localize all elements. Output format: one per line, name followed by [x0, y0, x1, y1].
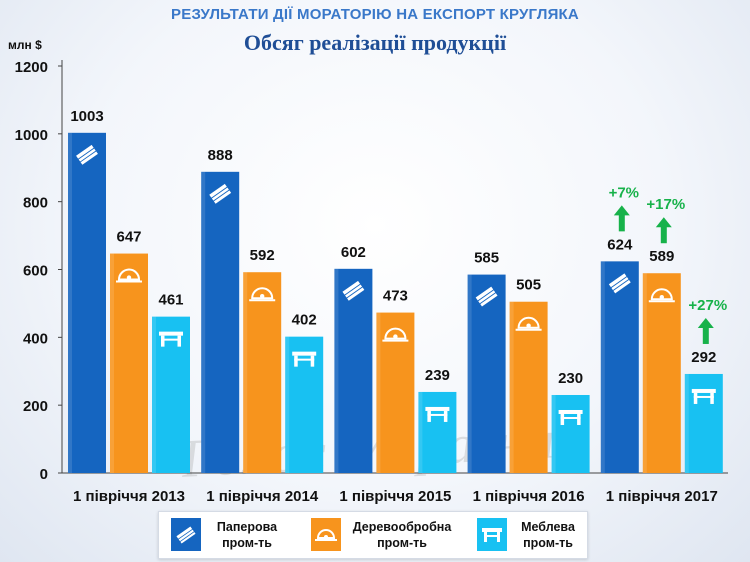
- legend-label-paper: Паперова пром-ть: [216, 520, 278, 550]
- y-tick-label: 200: [23, 398, 48, 415]
- bar-highlight: [334, 268, 339, 473]
- bar: [642, 273, 681, 473]
- table-icon: [292, 351, 317, 367]
- data-label: 230: [558, 370, 583, 387]
- table-icon: [159, 331, 183, 347]
- data-label: 585: [474, 250, 499, 267]
- bar: [467, 274, 506, 473]
- chart-legend: Паперова пром-ть Деревообробна пром-ть Меб…: [158, 511, 588, 559]
- growth-arrow-head: [655, 217, 672, 228]
- data-label: 505: [516, 277, 541, 294]
- bar-highlight: [376, 312, 381, 473]
- table-icon: [477, 518, 507, 551]
- data-label: 1003: [70, 108, 103, 125]
- bar-highlight: [509, 301, 514, 473]
- growth-arrow-shaft: [702, 325, 709, 344]
- bar-highlight: [110, 253, 114, 473]
- y-tick-label: 1000: [15, 127, 48, 144]
- growth-annotation: +27%: [688, 297, 727, 314]
- data-label: 647: [116, 229, 141, 246]
- bar-highlight: [68, 132, 72, 473]
- circular-saw-icon: [116, 268, 142, 283]
- legend-label-furniture: Меблева пром-ть: [521, 520, 575, 550]
- book-icon: [607, 272, 633, 295]
- category-label: 1 півріччя 2013: [73, 488, 185, 505]
- data-label: 239: [425, 367, 450, 384]
- bar: [243, 272, 282, 473]
- data-label: 589: [649, 248, 674, 265]
- data-label: 473: [383, 288, 408, 305]
- bar: [110, 253, 148, 473]
- bar: [68, 132, 106, 473]
- bar-highlight: [243, 272, 248, 473]
- bar: [201, 171, 240, 473]
- data-label: 592: [250, 247, 275, 264]
- data-label: 602: [341, 244, 366, 261]
- growth-annotation: +17%: [646, 196, 685, 213]
- y-axis-unit-label: млн $: [8, 38, 42, 52]
- category-label: 1 півріччя 2015: [339, 488, 451, 505]
- y-tick-label: 1200: [15, 59, 48, 76]
- bar-highlight: [418, 391, 423, 473]
- bar: [152, 316, 190, 473]
- bar-highlight: [201, 171, 206, 473]
- category-label: 1 півріччя 2014: [206, 488, 319, 505]
- bar-chart: 0 200 400 600 800 1000 1200 1003 647 461 1 піврічч…: [15, 59, 728, 505]
- circular-saw-icon: [249, 287, 276, 302]
- bar: [418, 391, 457, 473]
- chart-title: Обсяг реалізації продукції: [243, 30, 507, 55]
- book-icon: [207, 182, 233, 206]
- bar: [334, 268, 373, 473]
- growth-arrow-head: [613, 205, 630, 216]
- growth-arrow-head: [697, 317, 714, 328]
- book-icon: [341, 279, 366, 303]
- bar-highlight: [642, 273, 647, 473]
- growth-arrow-shaft: [660, 225, 667, 244]
- circular-saw-icon: [515, 316, 542, 331]
- y-tick-label: 0: [40, 466, 48, 483]
- y-tick-label: 600: [23, 263, 48, 280]
- bar: [551, 394, 590, 473]
- legend-label-woodworking: Деревообробна пром-ть: [352, 520, 452, 550]
- bar: [684, 373, 723, 473]
- category-label: 1 півріччя 2017: [606, 488, 718, 505]
- bar-highlight: [152, 316, 156, 473]
- bar-highlight: [467, 274, 472, 473]
- data-label: 402: [292, 312, 317, 329]
- bar: [600, 261, 639, 473]
- table-icon: [425, 406, 450, 422]
- bar-highlight: [684, 373, 689, 473]
- circular-saw-icon: [648, 288, 675, 303]
- circular-saw-icon: [382, 327, 409, 342]
- book-icon: [474, 285, 499, 308]
- data-label: 461: [158, 292, 183, 309]
- y-tick-label: 800: [23, 195, 48, 212]
- growth-annotation: +7%: [609, 184, 639, 201]
- data-label: 292: [691, 349, 716, 366]
- table-icon: [691, 388, 716, 404]
- slide-title: РЕЗУЛЬТАТИ ДІЇ МОРАТОРІЮ НА ЕКСПОРТ КРУГ…: [171, 6, 579, 23]
- book-icon: [171, 518, 201, 551]
- data-label: 624: [607, 236, 633, 253]
- circular-saw-icon: [311, 518, 341, 551]
- data-label: 888: [208, 147, 233, 164]
- growth-arrow-shaft: [618, 213, 625, 232]
- y-tick-label: 400: [23, 330, 48, 347]
- category-label: 1 півріччя 2016: [473, 488, 585, 505]
- bar-highlight: [600, 261, 605, 473]
- table-icon: [558, 409, 583, 425]
- bar-highlight: [285, 336, 290, 473]
- bar-highlight: [551, 394, 556, 473]
- book-icon: [74, 143, 100, 167]
- bar: [285, 336, 324, 473]
